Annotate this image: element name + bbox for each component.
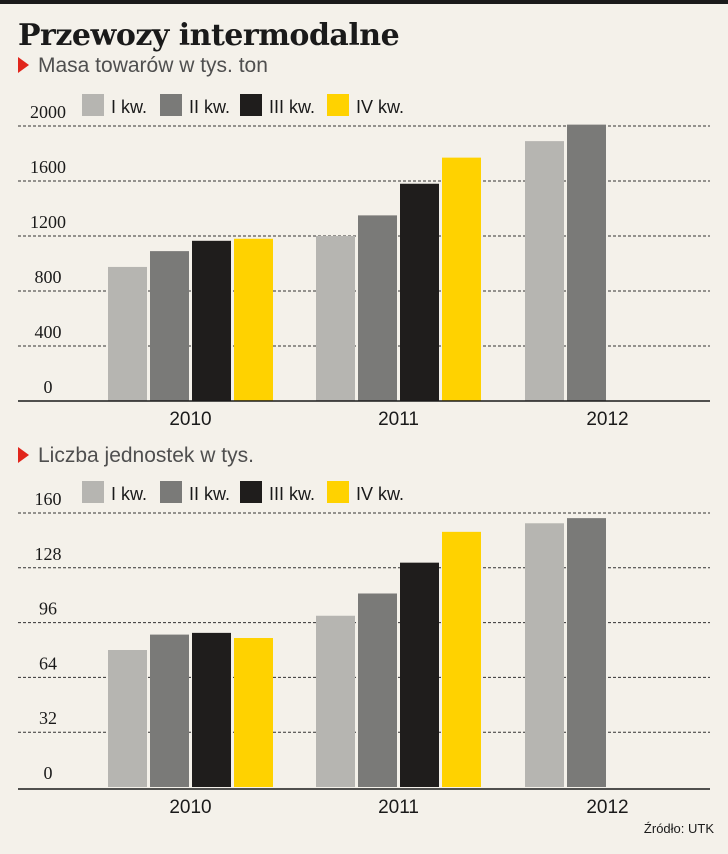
chart-subtitle: Masa towarów w tys. ton bbox=[38, 54, 268, 77]
y-tick-label: 400 bbox=[35, 322, 62, 342]
bar bbox=[234, 638, 273, 787]
top-rule bbox=[0, 0, 728, 4]
bar bbox=[567, 124, 606, 401]
x-category-label: 2012 bbox=[586, 409, 628, 430]
y-tick-label: 96 bbox=[39, 599, 57, 619]
legend-swatch bbox=[160, 481, 182, 503]
x-category-label: 2010 bbox=[169, 797, 211, 818]
legend-label: IV kw. bbox=[356, 484, 404, 504]
y-tick-label: 0 bbox=[44, 377, 53, 397]
chart-mass: Masa towarów w tys. ton 0 400 800 1200 1600 20… bbox=[18, 54, 710, 430]
y-tick-label: 2000 bbox=[30, 102, 66, 122]
chart-subtitle: Liczba jednostek w tys. bbox=[38, 444, 254, 467]
bar bbox=[192, 632, 231, 787]
x-category-label: 2012 bbox=[586, 797, 628, 818]
legend-label: III kw. bbox=[269, 97, 315, 117]
legend-label: II kw. bbox=[189, 97, 230, 117]
x-category-label: 2010 bbox=[169, 409, 211, 430]
legend-label: IV kw. bbox=[356, 97, 404, 117]
bar bbox=[567, 518, 606, 787]
bar bbox=[316, 236, 355, 401]
bar bbox=[400, 562, 439, 787]
legend-swatch bbox=[82, 94, 104, 116]
legend-swatch bbox=[327, 481, 349, 503]
legend-swatch bbox=[240, 481, 262, 503]
bar bbox=[525, 141, 564, 401]
subtitle-marker-icon bbox=[18, 57, 29, 73]
legend-label: III kw. bbox=[269, 484, 315, 504]
y-tick-label: 800 bbox=[35, 267, 62, 287]
bar bbox=[108, 650, 147, 787]
legend-label: I kw. bbox=[111, 484, 147, 504]
legend-swatch bbox=[160, 94, 182, 116]
y-tick-label: 160 bbox=[35, 489, 62, 509]
source-note: Źródło: UTK bbox=[644, 821, 714, 836]
y-tick-label: 32 bbox=[39, 708, 57, 728]
legend-swatch bbox=[327, 94, 349, 116]
bar bbox=[442, 157, 481, 401]
bar bbox=[192, 240, 231, 401]
legend-label: I kw. bbox=[111, 97, 147, 117]
bar bbox=[150, 251, 189, 401]
x-category-label: 2011 bbox=[378, 797, 419, 818]
bar bbox=[400, 183, 439, 401]
bar bbox=[358, 215, 397, 401]
bar bbox=[525, 523, 564, 787]
y-tick-label: 0 bbox=[44, 763, 53, 783]
bar bbox=[358, 593, 397, 787]
chart-units: Liczba jednostek w tys. 0 32 64 96 128 160 2010… bbox=[18, 444, 710, 818]
y-tick-label: 64 bbox=[39, 653, 57, 673]
bar bbox=[150, 634, 189, 787]
legend-swatch bbox=[82, 481, 104, 503]
x-category-label: 2011 bbox=[378, 409, 419, 430]
page-title: Przewozy intermodalne bbox=[18, 18, 400, 53]
y-tick-label: 128 bbox=[35, 544, 62, 564]
bar bbox=[442, 531, 481, 787]
legend-swatch bbox=[240, 94, 262, 116]
y-tick-label: 1200 bbox=[30, 212, 66, 232]
bar bbox=[234, 238, 273, 401]
bar bbox=[316, 615, 355, 787]
legend-label: II kw. bbox=[189, 484, 230, 504]
bar bbox=[108, 266, 147, 401]
y-tick-label: 1600 bbox=[30, 157, 66, 177]
subtitle-marker-icon bbox=[18, 447, 29, 463]
